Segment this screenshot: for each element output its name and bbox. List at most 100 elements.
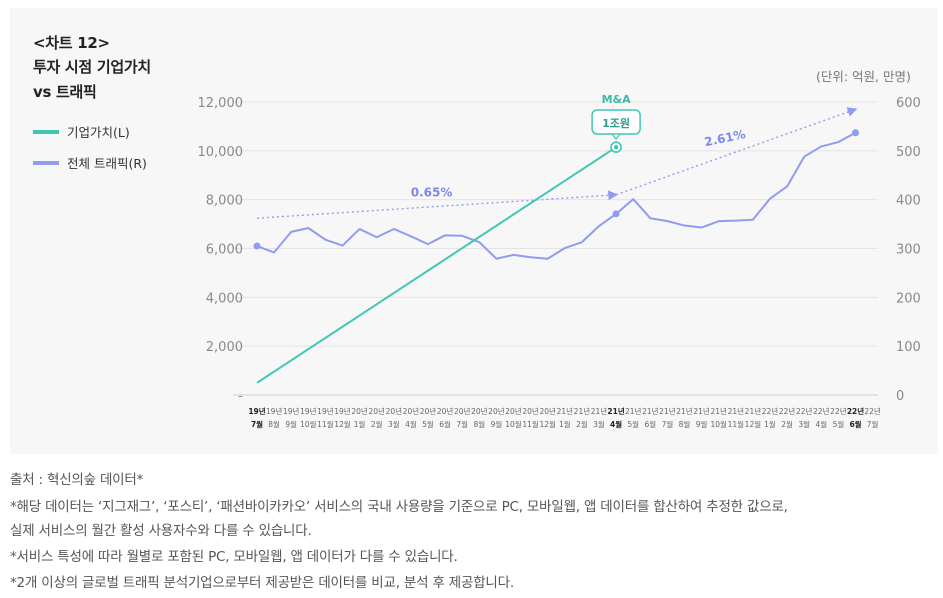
- x-tick-year: 22년: [762, 406, 779, 416]
- x-tick-year: 19년: [300, 406, 317, 416]
- footnote-3: *2개 이상의 글로벌 트래픽 분석기업으로부터 제공받은 데이터를 비교, 분…: [10, 575, 514, 591]
- x-tick-year: 22년: [813, 406, 830, 416]
- right-axis-tick: 400: [896, 194, 921, 209]
- x-tick-year: 20년: [471, 406, 488, 416]
- x-tick-month: 3월: [388, 419, 400, 429]
- x-tick-month: 1월: [559, 419, 571, 429]
- legend-label-traffic: 전체 트래픽(R): [67, 156, 147, 171]
- left-axis-tick: 8,000: [206, 194, 243, 209]
- x-tick-month: 5월: [833, 419, 845, 429]
- x-tick-year: 19년: [334, 406, 351, 416]
- x-tick-year: 21년: [607, 406, 624, 416]
- x-tick-year: 22년: [847, 406, 864, 416]
- left-axis-tick: -: [238, 389, 243, 404]
- chart-panel: [10, 8, 938, 454]
- x-tick-month: 4월: [610, 419, 622, 429]
- left-axis-tick: 6,000: [206, 243, 243, 258]
- x-tick-month: 4월: [815, 419, 827, 429]
- x-tick-year: 21년: [676, 406, 693, 416]
- x-tick-year: 21년: [642, 406, 659, 416]
- left-axis-tick: 12,000: [198, 96, 244, 111]
- trend-label-1: 0.65%: [411, 186, 453, 200]
- legend-label-valuation: 기업가치(L): [67, 125, 130, 140]
- x-tick-month: 9월: [696, 419, 708, 429]
- x-tick-year: 19년: [266, 406, 283, 416]
- traffic-point: [852, 129, 859, 137]
- x-tick-year: 22년: [796, 406, 813, 416]
- right-axis-tick: 600: [896, 96, 921, 111]
- x-tick-year: 21년: [728, 406, 745, 416]
- x-tick-month: 6월: [644, 419, 656, 429]
- footnote-1b: 실제 서비스의 월간 활성 사용자수와 다를 수 있습니다.: [10, 523, 312, 539]
- chart-title-line1: 투자 시점 기업가치: [33, 58, 151, 76]
- source-note: 출처 : 혁신의숲 데이터*: [10, 472, 144, 488]
- x-tick-year: 20년: [386, 406, 403, 416]
- x-tick-year: 19년: [317, 406, 334, 416]
- trend-label-2: 2.61%: [703, 127, 747, 149]
- x-tick-month: 5월: [627, 419, 639, 429]
- valuation-endpoint: [613, 144, 619, 150]
- x-tick-year: 21년: [625, 406, 642, 416]
- x-tick-year: 20년: [454, 406, 471, 416]
- legend-swatch-valuation: [33, 129, 59, 134]
- legend-item-traffic: 전체 트래픽(R): [33, 153, 147, 172]
- x-tick-year: 22년: [864, 406, 881, 416]
- x-tick-month: 3월: [593, 419, 605, 429]
- x-tick-month: 7월: [251, 419, 263, 429]
- x-tick-month: 3월: [798, 419, 810, 429]
- right-axis-tick: 100: [896, 340, 921, 355]
- x-tick-year: 20년: [539, 406, 556, 416]
- ma-value: 1조원: [602, 116, 630, 130]
- x-tick-year: 21년: [710, 406, 727, 416]
- x-tick-year: 21년: [574, 406, 591, 416]
- right-axis-tick: 300: [896, 243, 921, 258]
- x-tick-month: 8월: [268, 419, 280, 429]
- x-tick-year: 20년: [522, 406, 539, 416]
- x-tick-month: 1월: [764, 419, 776, 429]
- x-tick-month: 11월: [522, 419, 539, 429]
- x-tick-month: 2월: [781, 419, 793, 429]
- right-axis-tick: 500: [896, 145, 921, 160]
- valuation-line: [256, 146, 617, 384]
- x-tick-month: 7월: [456, 419, 468, 429]
- x-tick-year: 20년: [368, 406, 385, 416]
- x-tick-month: 9월: [491, 419, 503, 429]
- x-tick-month: 7월: [867, 419, 879, 429]
- right-axis-tick: 0: [896, 389, 904, 404]
- x-tick-month: 10월: [505, 419, 522, 429]
- ma-callout-pointer: [610, 133, 622, 140]
- x-tick-year: 21년: [591, 406, 608, 416]
- chart-title-line2: vs 트래픽: [33, 83, 97, 101]
- x-tick-year: 22년: [830, 406, 847, 416]
- trend-arrow-2: [615, 107, 858, 196]
- x-tick-year: 20년: [505, 406, 522, 416]
- traffic-point: [253, 242, 261, 250]
- x-tick-month: 4월: [405, 419, 417, 429]
- x-tick-month: 5월: [422, 419, 434, 429]
- x-tick-year: 20년: [437, 406, 454, 416]
- legend-swatch-traffic: [33, 160, 59, 165]
- x-tick-year: 20년: [420, 406, 437, 416]
- line-chart: - 0 2,000 100 4,000 200 6,000 300 8,000 400 10,000…: [198, 93, 921, 429]
- x-tick-month: 12월: [745, 419, 762, 429]
- unit-label: (단위: 억원, 만명): [816, 69, 911, 84]
- x-tick-month: 7월: [662, 419, 674, 429]
- chart-tag: <차트 12>: [33, 34, 110, 52]
- x-tick-month: 10월: [710, 419, 727, 429]
- x-tick-month: 6월: [439, 419, 451, 429]
- left-axis-tick: 10,000: [198, 145, 244, 160]
- x-tick-year: 19년: [248, 406, 265, 416]
- x-tick-year: 21년: [659, 406, 676, 416]
- x-tick-year: 22년: [779, 406, 796, 416]
- x-tick-month: 8월: [473, 419, 485, 429]
- x-tick-year: 19년: [283, 406, 300, 416]
- x-tick-month: 8월: [679, 419, 691, 429]
- x-tick-month: 12월: [334, 419, 351, 429]
- x-tick-month: 6월: [849, 419, 861, 429]
- x-tick-month: 2월: [371, 419, 383, 429]
- x-tick-month: 2월: [576, 419, 588, 429]
- x-tick-year: 21년: [557, 406, 574, 416]
- x-tick-year: 21년: [745, 406, 762, 416]
- traffic-line: [256, 131, 856, 260]
- x-tick-month: 11월: [728, 419, 745, 429]
